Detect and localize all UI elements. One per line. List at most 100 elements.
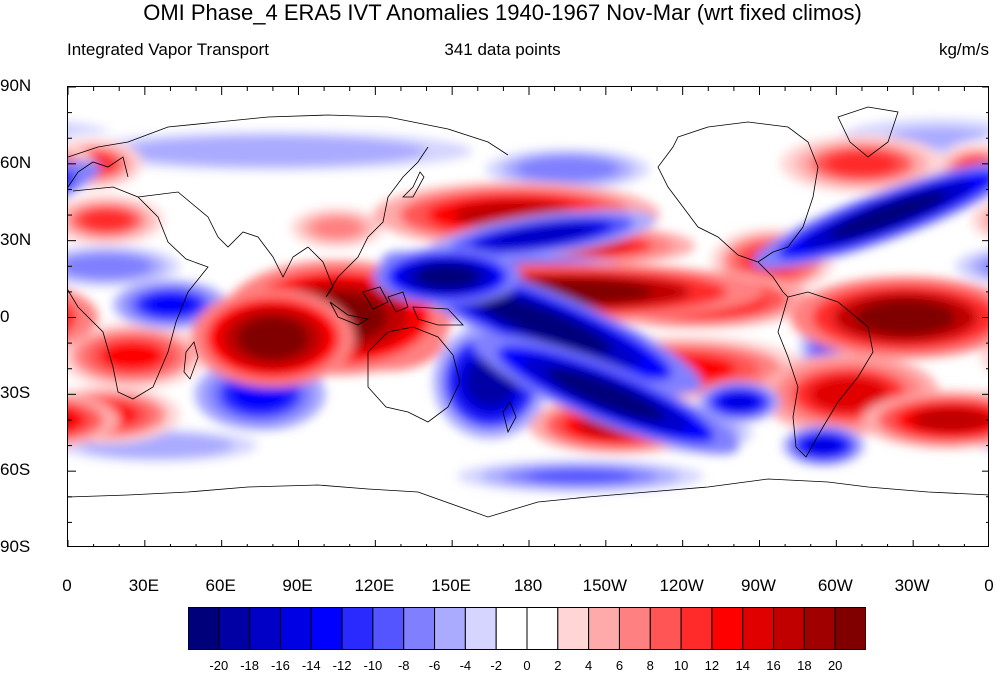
anomaly-feature xyxy=(190,288,355,388)
anomaly-feature xyxy=(68,245,181,287)
lat-tick-label: 90N xyxy=(0,76,32,95)
colorbar-tick-label: -8 xyxy=(397,658,410,673)
colorbar-tick-label: 12 xyxy=(704,658,720,673)
anomaly-field xyxy=(68,87,988,546)
colorbar-tick-label: 4 xyxy=(585,658,593,673)
anomaly-feature xyxy=(472,334,740,455)
anomaly-cell xyxy=(721,393,757,411)
colorbar-box xyxy=(649,607,682,650)
lat-tick-label: 60N xyxy=(0,152,32,172)
colorbar-tick-label: 6 xyxy=(615,658,624,673)
anomaly-feature xyxy=(113,280,228,330)
anomaly-feature xyxy=(779,135,944,193)
colorbar-box xyxy=(495,607,528,650)
anomaly-feature xyxy=(428,209,656,262)
lon-tick-label: 120W xyxy=(659,576,704,595)
anomaly-cell xyxy=(311,217,363,239)
anomaly-cell xyxy=(826,151,898,177)
anomaly-cell xyxy=(805,436,842,455)
variable-label: Integrated Vapor Transport xyxy=(67,40,269,59)
anomaly-feature xyxy=(279,203,395,253)
colorbar-tick-label: 2 xyxy=(554,658,562,673)
colorbar-tick-label: 16 xyxy=(766,658,781,673)
lon-tick-label: 150W xyxy=(582,576,628,595)
colorbar-box xyxy=(680,607,713,650)
colorbar-tick-label: -12 xyxy=(332,658,352,673)
anomaly-cell xyxy=(980,341,988,371)
anomaly-cell xyxy=(237,316,309,360)
colorbar-tick-label: -4 xyxy=(459,658,472,673)
colorbar-box xyxy=(218,607,251,650)
lon-tick-label: 30W xyxy=(894,576,930,595)
anomaly-cell xyxy=(531,159,604,178)
colorbar-box xyxy=(803,607,836,650)
anomaly-feature xyxy=(68,195,164,245)
anomaly-feature xyxy=(68,425,281,467)
colorbar-tick-label: 20 xyxy=(827,658,843,673)
colorbar-tick-label: -6 xyxy=(428,658,441,673)
lat-tick-label: 30S xyxy=(0,383,31,403)
anomaly-feature xyxy=(457,459,704,493)
anomaly-feature xyxy=(980,341,988,371)
anomaly-cell xyxy=(81,209,132,231)
colorbar-box xyxy=(773,607,805,650)
anomaly-cell xyxy=(547,368,665,421)
colorbar-box xyxy=(618,607,651,650)
anomaly-feature xyxy=(782,425,865,467)
anomaly-cell xyxy=(809,376,889,413)
colorbar-box xyxy=(403,607,436,650)
colorbar-box xyxy=(249,607,281,650)
lon-tick-label: 0 xyxy=(62,576,72,595)
colorbar-tick-label: -2 xyxy=(490,658,502,673)
lat-tick-label: 90S xyxy=(0,537,31,556)
anomaly-feature xyxy=(752,160,988,270)
anomaly-feature xyxy=(68,126,519,176)
colorbar-tick-label: 18 xyxy=(797,658,812,673)
colorbar-box xyxy=(279,607,312,650)
axis-ticks xyxy=(68,87,988,546)
colorbar-box xyxy=(742,607,775,650)
colorbar-tick-label: -20 xyxy=(209,658,229,673)
colorbar-tick-label: -18 xyxy=(240,658,260,673)
anomaly-cell xyxy=(68,406,86,434)
anomaly-cell xyxy=(471,291,612,354)
anomaly-cell xyxy=(414,263,480,290)
map-title: OMI Phase_4 ERA5 IVT Anomalies 1940-1967… xyxy=(143,0,862,25)
anomaly-feature xyxy=(790,276,988,359)
anomaly-cell xyxy=(526,469,635,484)
lon-tick-label: 30E xyxy=(128,576,159,595)
anomaly-feature xyxy=(861,391,988,449)
colorbar-box xyxy=(834,607,866,650)
lon-tick-label: 150E xyxy=(431,576,471,595)
anomaly-cell xyxy=(492,224,592,247)
colorbar-box xyxy=(188,607,220,650)
colorbar-tick-label: -16 xyxy=(271,658,290,673)
anomaly-feature xyxy=(373,247,521,306)
colorbar-box xyxy=(372,607,405,650)
colorbar-box xyxy=(557,607,590,650)
lat-tick-label: 60S xyxy=(0,460,31,480)
anomaly-cell xyxy=(912,407,988,433)
anomaly-cell xyxy=(982,260,988,273)
colorbar-tick-label: 0 xyxy=(523,658,531,673)
anomaly-cell xyxy=(165,140,381,162)
anomaly-cell xyxy=(828,191,947,239)
colorbar-box xyxy=(310,607,343,650)
anomaly-feature xyxy=(485,148,650,190)
coastlines xyxy=(68,106,988,518)
anomaly-cell xyxy=(74,257,139,276)
lon-tick-label: 60W xyxy=(817,576,853,595)
lon-tick-label: 90W xyxy=(741,576,776,595)
colorbar-box xyxy=(526,607,559,650)
colorbar xyxy=(188,607,866,650)
lat-tick-label: 30N xyxy=(0,229,32,249)
anomaly-cell xyxy=(145,293,196,316)
colorbar-box xyxy=(588,607,620,650)
anomaly-cell xyxy=(971,202,988,238)
anomaly-feature xyxy=(954,249,988,284)
colorbar-box xyxy=(341,607,374,650)
lat-tick-label: 0 xyxy=(0,306,10,326)
lon-tick-label: 60E xyxy=(205,576,236,595)
map-plot-area xyxy=(67,86,989,547)
colorbar-tick-label: 10 xyxy=(673,658,689,673)
